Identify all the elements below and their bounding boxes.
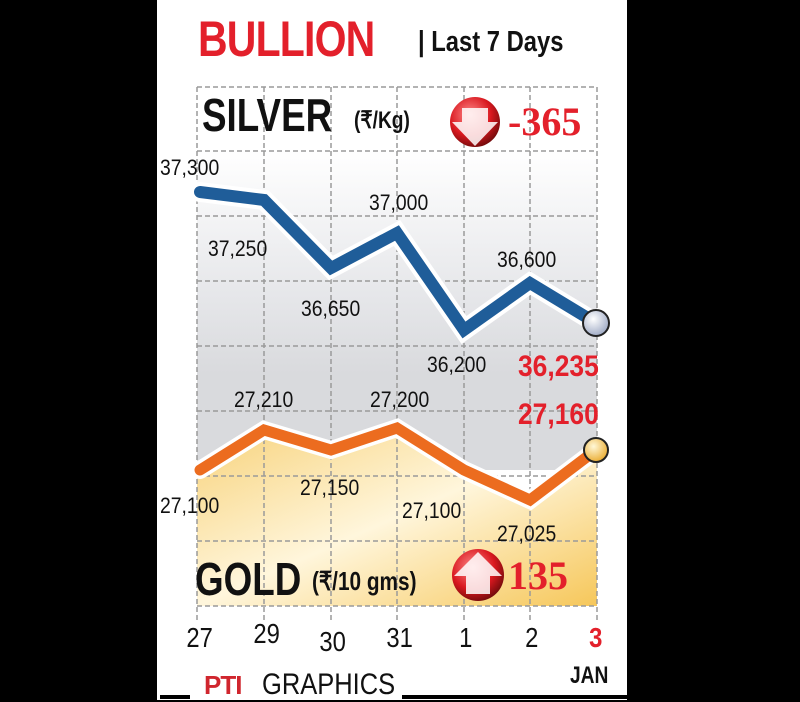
gold-unit: (₹/10 gms) [312,566,417,596]
silver-point-label: 36,200 [427,352,487,377]
gold-point-label: 27,210 [234,387,294,412]
x-tick: 31 [386,622,413,653]
silver-label: SILVER [202,89,333,141]
silver-change: -365 [508,99,582,144]
x-tick: 30 [319,626,346,657]
gold-change: 135 [508,553,568,598]
x-tick: 2 [525,622,539,653]
arrow-down-icon [450,97,500,147]
gold-point-label: 27,025 [497,521,557,546]
gold-point-label: 27,100 [160,493,220,518]
gold-point-label: 27,200 [370,387,430,412]
silver-point-label: 37,000 [369,190,429,215]
gold-point-label: 27,150 [300,475,360,500]
gold-line [194,421,602,507]
title-subtitle: | Last 7 Days [418,26,564,58]
silver-unit: (₹/Kg) [354,107,410,134]
silver-point-label: 36,600 [497,247,557,272]
arrow-up-icon [452,549,504,601]
x-tick: 29 [253,618,280,649]
silver-point-label: 37,250 [208,236,268,261]
gold-point-label: 27,100 [402,498,462,523]
silver-end-marker [582,309,610,337]
chart-title: BULLION [198,10,413,68]
gold-label: GOLD [195,553,302,605]
footer-graphics: GRAPHICS [262,668,396,701]
x-tick: 1 [459,622,473,653]
x-month-label: JAN [570,662,609,689]
pti-logo: PTI [204,670,242,700]
silver-latest: 36,235 [518,350,599,383]
gold-latest: 27,160 [518,398,599,431]
x-tick: 27 [186,622,213,653]
silver-point-label: 36,650 [301,296,361,321]
x-tick-current: 3 [589,622,603,653]
grid-lines [196,86,598,620]
title-bullion: BULLION [198,11,375,67]
gold-end-marker [583,437,609,463]
silver-line [194,186,602,339]
silver-point-label: 37,300 [160,155,220,180]
